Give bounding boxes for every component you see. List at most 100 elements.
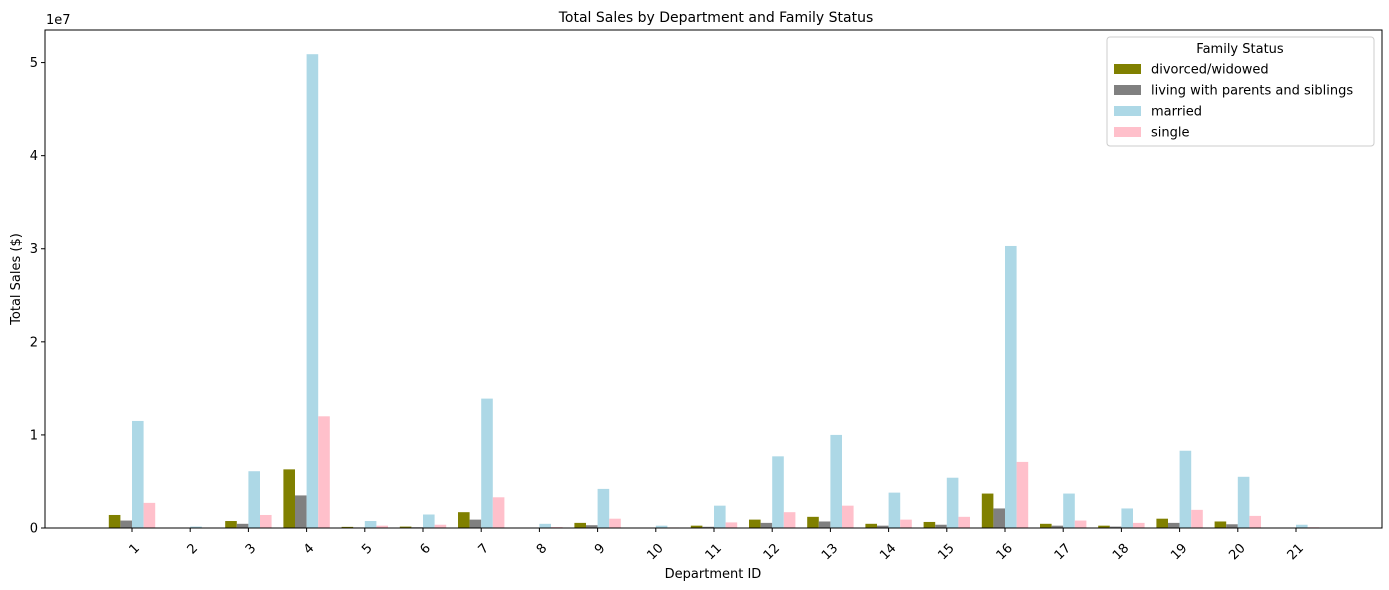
y-tick-label: 1 [30, 428, 38, 443]
bar-divorced-widowed-dept-15 [923, 521, 936, 528]
y-axis-label: Total Sales ($) [9, 233, 24, 326]
bar-single-dept-12 [783, 512, 796, 528]
legend-title: Family Status [1196, 42, 1284, 57]
bar-married-dept-6 [423, 514, 435, 528]
bar-single-dept-17 [1074, 520, 1087, 528]
x-tick-label: 9 [592, 541, 608, 557]
bar-single-dept-5 [376, 525, 388, 528]
bar-living-with-parents-and-siblings-dept-18 [1109, 526, 1122, 528]
bar-single-dept-16 [1016, 461, 1029, 528]
bar-living-with-parents-and-siblings-dept-13 [818, 521, 831, 528]
x-tick-label: 5 [359, 541, 375, 557]
x-tick-label: 1 [126, 541, 142, 557]
x-tick-label: 16 [994, 541, 1016, 563]
bar-divorced-widowed-dept-1 [108, 514, 121, 528]
bar-married-dept-7 [481, 398, 493, 528]
bar-married-dept-9 [597, 488, 610, 528]
bar-married-dept-1 [132, 420, 144, 528]
y-axis: 0 1 2 3 4 5 [30, 56, 45, 537]
bar-single-dept-3 [260, 514, 272, 528]
bar-divorced-widowed-dept-20 [1214, 521, 1227, 528]
bar-married-dept-20 [1237, 476, 1250, 528]
bar-divorced-widowed-dept-13 [807, 516, 819, 528]
legend-swatch-living-with-parents-and-siblings [1114, 85, 1141, 95]
y-tick-label: 2 [30, 335, 38, 350]
legend-swatch-divorced-widowed [1114, 64, 1141, 74]
x-tick-label: 17 [1052, 541, 1074, 563]
bar-divorced-widowed-dept-4 [283, 469, 295, 528]
bar-divorced-widowed-dept-11 [690, 525, 703, 528]
legend-label-divorced-widowed: divorced/widowed [1151, 63, 1269, 78]
bar-divorced-widowed-dept-5 [341, 526, 354, 528]
bar-single-dept-14 [900, 519, 912, 528]
x-tick-label: 19 [1168, 541, 1190, 563]
y-tick-label: 4 [30, 149, 38, 164]
bar-married-dept-4 [306, 54, 319, 528]
bar-single-dept-6 [434, 524, 447, 528]
bar-living-with-parents-and-siblings-dept-11 [702, 526, 714, 528]
bar-married-dept-10 [655, 525, 668, 528]
bar-divorced-widowed-dept-18 [1098, 525, 1110, 528]
x-tick-label: 3 [243, 541, 259, 557]
bar-living-with-parents-and-siblings-dept-7 [469, 519, 482, 528]
bar-divorced-widowed-dept-17 [1040, 523, 1052, 528]
y-tick-label: 5 [30, 56, 38, 71]
bar-divorced-widowed-dept-14 [865, 523, 877, 528]
bar-divorced-widowed-dept-7 [458, 512, 470, 528]
legend-swatch-single [1114, 127, 1141, 137]
bar-married-dept-16 [1005, 245, 1017, 528]
legend-label-living-with-parents-and-siblings: living with parents and siblings [1151, 84, 1353, 99]
bar-living-with-parents-and-siblings-dept-9 [586, 525, 598, 528]
bar-single-dept-19 [1191, 509, 1203, 528]
bar-living-with-parents-and-siblings-dept-17 [1051, 525, 1064, 528]
bars-group [108, 54, 1320, 528]
bar-divorced-widowed-dept-6 [399, 526, 412, 528]
x-tick-label: 4 [301, 541, 317, 557]
x-tick-label: 20 [1226, 541, 1248, 563]
plot-frame [44, 29, 1383, 529]
bar-living-with-parents-and-siblings-dept-14 [877, 525, 889, 528]
bar-living-with-parents-and-siblings-dept-20 [1226, 524, 1238, 528]
bar-married-dept-11 [714, 505, 726, 528]
bar-married-dept-14 [888, 492, 901, 528]
x-tick-label: 7 [476, 541, 492, 557]
bar-divorced-widowed-dept-3 [225, 521, 237, 528]
bar-married-dept-2 [190, 526, 202, 528]
bar-single-dept-15 [958, 516, 970, 528]
bar-married-dept-18 [1121, 508, 1133, 528]
bar-married-dept-8 [539, 523, 551, 528]
x-axis-label: Department ID [665, 567, 762, 582]
bar-living-with-parents-and-siblings-dept-4 [295, 495, 307, 528]
bar-divorced-widowed-dept-12 [749, 519, 761, 528]
bar-single-dept-9 [609, 518, 621, 528]
legend-label-married: married [1151, 105, 1202, 120]
bar-living-with-parents-and-siblings-dept-1 [120, 520, 132, 528]
y-tick-label: 3 [30, 242, 38, 257]
bar-single-dept-13 [842, 505, 854, 528]
x-axis: 1 2 3 4 5 6 7 8 9 10 11 12 13 14 15 16 17 18 19 20 21 [126, 528, 1307, 563]
x-tick-label: 12 [761, 541, 783, 563]
bar-married-dept-19 [1179, 450, 1192, 528]
x-tick-label: 10 [644, 541, 666, 563]
x-tick-label: 6 [417, 541, 433, 557]
x-tick-label: 21 [1285, 541, 1307, 563]
bar-married-dept-12 [772, 456, 784, 528]
bar-married-dept-5 [364, 521, 377, 528]
bar-divorced-widowed-dept-19 [1156, 518, 1168, 528]
bar-single-dept-20 [1249, 515, 1261, 528]
chart-title: Total Sales by Department and Family Sta… [558, 10, 874, 26]
bar-living-with-parents-and-siblings-dept-19 [1168, 522, 1180, 528]
legend: Family Status divorced/widowed living wit… [1106, 36, 1375, 147]
bar-married-dept-21 [1296, 524, 1308, 528]
x-tick-label: 13 [819, 541, 841, 563]
legend-label-single: single [1151, 126, 1190, 141]
x-tick-label: 18 [1110, 541, 1132, 563]
legend-swatch-married [1114, 106, 1141, 116]
bar-single-dept-1 [143, 502, 156, 528]
y-tick-label: 0 [30, 522, 38, 537]
bar-single-dept-18 [1133, 522, 1145, 528]
bar-married-dept-15 [946, 477, 959, 528]
y-multiplier-label: 1e7 [46, 13, 71, 28]
bar-living-with-parents-and-siblings-dept-16 [993, 508, 1005, 528]
